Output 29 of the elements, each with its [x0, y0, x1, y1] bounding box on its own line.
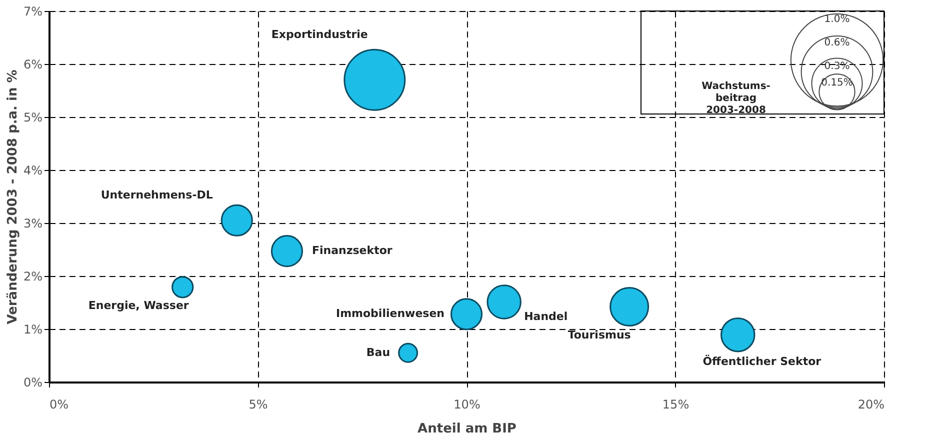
x-tick-label: 15%: [662, 398, 690, 412]
legend-label: 0.6%: [824, 37, 850, 48]
series-label: Finanzsektor: [312, 244, 393, 258]
series-label: Energie, Wasser: [88, 299, 190, 312]
y-tick-label: 4%: [23, 164, 42, 178]
series-label: Öffentlicher Sektor: [702, 354, 822, 368]
legend-label: 1.0%: [824, 14, 850, 25]
series-label: Tourismus: [568, 328, 632, 342]
x-tick-label: 20%: [858, 398, 884, 412]
legend-label: 0.3%: [824, 61, 850, 72]
y-tick-label: 6%: [23, 58, 42, 72]
x-tick-label: 5%: [248, 398, 268, 412]
legend-label: 0.15%: [821, 78, 853, 89]
y-tick-label: 5%: [23, 110, 42, 124]
legend-title: Wachstums- beitrag 2003-2008: [702, 81, 770, 116]
x-tick-label: 10%: [454, 398, 480, 412]
y-tick-label: 3%: [23, 216, 42, 230]
y-tick-label: 2%: [23, 270, 42, 284]
series-label: Exportindustrie: [271, 28, 368, 41]
series-label: Immobilienwesen: [336, 307, 444, 320]
x-tick-label: 0%: [50, 398, 69, 412]
series-label: Unternehmens-DL: [100, 188, 213, 202]
y-tick-label: 1%: [23, 322, 42, 336]
x-axis-title: Anteil am BIP: [418, 422, 516, 436]
y-axis-title: Veränderung 2003 - 2008 p.a. in %: [5, 70, 20, 324]
y-tick-label: 7%: [23, 4, 42, 18]
series-label: Handel: [524, 310, 568, 323]
series-label: Bau: [366, 346, 390, 359]
y-tick-label: 0%: [23, 376, 42, 390]
